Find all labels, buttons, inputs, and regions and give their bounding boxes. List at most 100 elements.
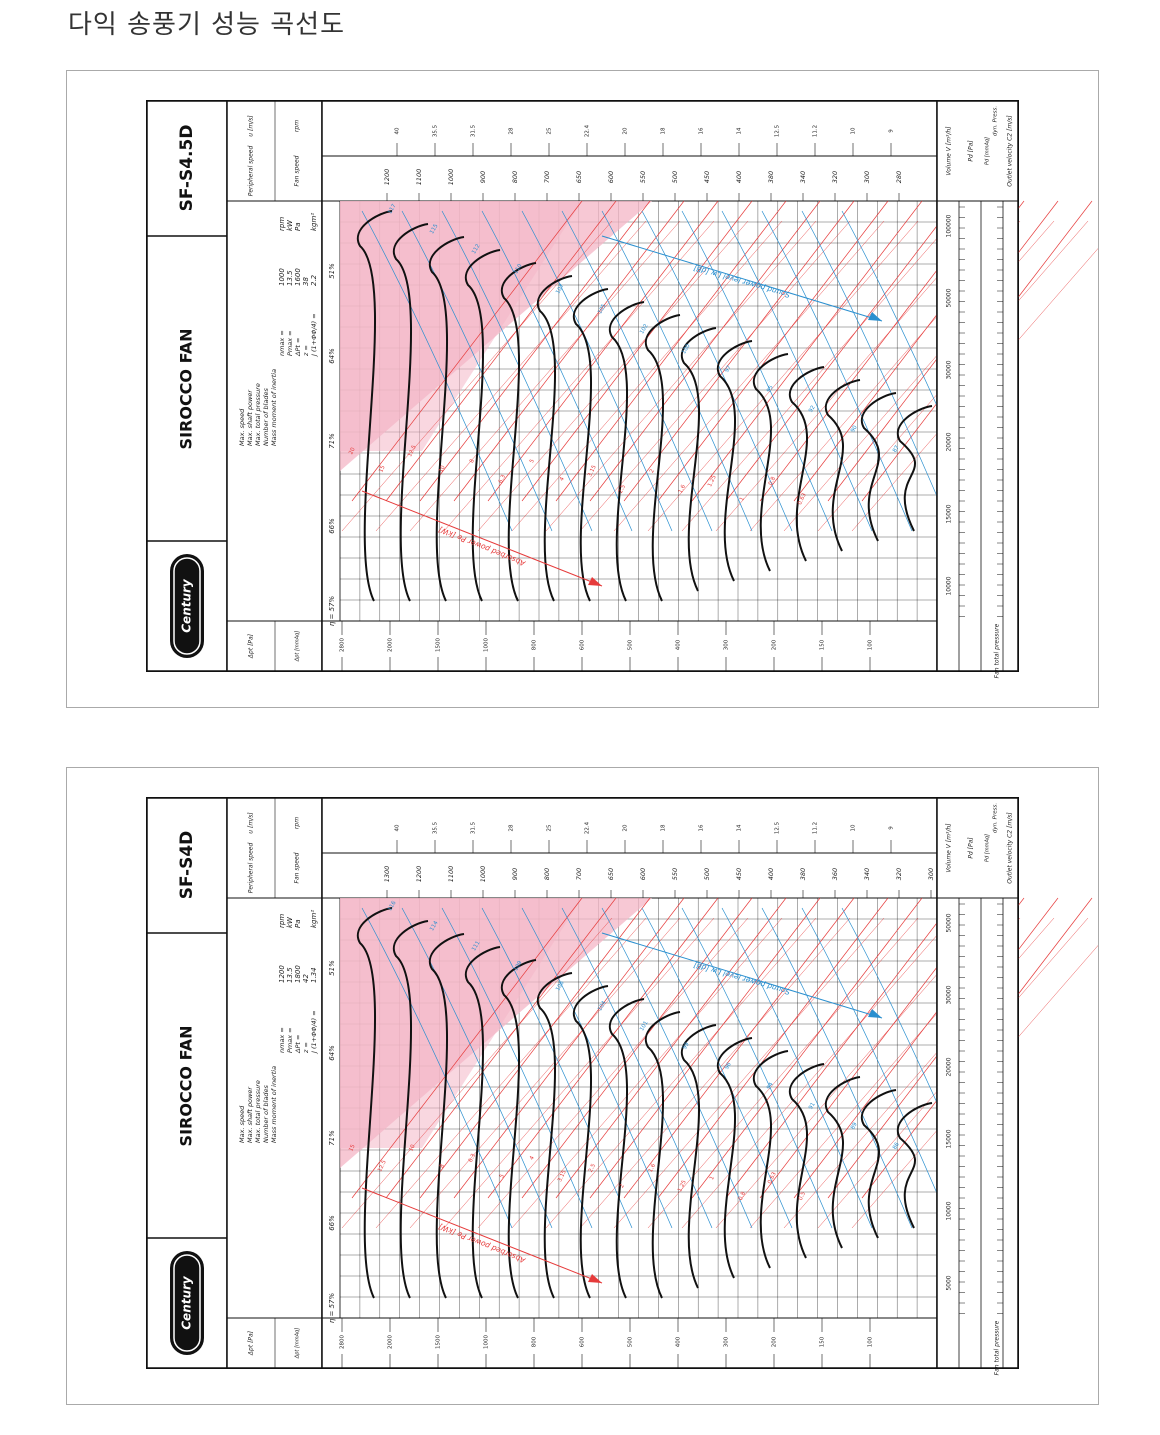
u-value: 28 [509,824,515,831]
spec-symbol-0: nmax = [278,1027,286,1053]
speed-curve [860,1089,897,1239]
volume-value: 30000 [946,985,953,1004]
sound-line [441,907,593,1229]
speed-curve [824,1076,861,1249]
power-line [351,897,583,1199]
power-line [409,917,681,1229]
pressure-value: 400 [676,1336,682,1347]
pressure-value: 300 [724,1336,730,1347]
pressure-value: 1000 [484,638,490,652]
power-value: 0.8 [768,476,777,487]
dyn-label: dyn. Press. [993,803,999,833]
u-value: 28 [509,127,515,134]
volume-label: Volume V [m³/h] [946,823,953,873]
u-unit-label: u [m/s] [248,115,255,137]
power-value: 6.3 [468,1153,477,1164]
pressure-value: 150 [820,1336,826,1347]
brand-logo-text: Century [180,578,194,633]
power-value: 0.63 [767,1171,778,1185]
pressure-value: 600 [580,1336,586,1347]
speed-curve [428,236,465,602]
pressure-value: 100 [868,1336,874,1347]
speed-curve [500,959,537,1299]
rpm-value: 280 [895,171,903,183]
spec-value-2: 1600 [294,268,302,286]
right-col [936,797,1019,1369]
sound-line [641,210,793,532]
spec-symbol-4: J (1+ΦΦ/4) = [310,313,318,358]
sound-value: 111 [471,940,481,952]
power-line [511,220,783,532]
spec-symbol-1: Pmax = [286,330,294,356]
u-value: 10 [851,127,857,134]
right-col [936,100,1019,672]
rpm-value: 600 [639,868,647,880]
sound-value: 94 [766,1081,775,1090]
rpm-label: rpm [294,120,301,132]
volume-value: 50000 [946,913,953,932]
rpm-value: 1100 [415,169,423,186]
pressure-value: 500 [628,1336,634,1347]
power-arrow-head [588,577,602,586]
speed-curves [356,210,933,602]
power-line [613,917,885,1229]
rpm-value: 550 [639,171,647,183]
brand-logo-bg [170,1251,204,1355]
power-value: 3.15 [587,464,598,478]
spec-label-2: Max. total pressure [254,383,262,446]
pressure-value: 1500 [436,638,442,652]
sound-value: 107 [555,283,566,296]
sound-arrow-head [868,312,882,321]
power-lines [341,200,1123,532]
sheet: SF-S4.5D SIROCCO FAN Century u [m/s] Periphe… [146,100,1123,678]
rpm-value: 380 [799,868,807,880]
sound-line [561,907,713,1229]
power-line [419,200,651,502]
power-value: 8 [439,1163,446,1169]
power-line [691,200,923,502]
rpm-value: 500 [703,868,711,880]
u-value: 12.5 [775,124,781,137]
u-value: 22.4 [585,821,591,834]
spec-unit-2: Pa [294,919,302,928]
speed-curve [824,379,861,552]
brand-logo: Century [170,1251,204,1355]
power-line [419,897,651,1199]
sound-value: 114 [429,920,440,933]
sound-line [441,210,593,532]
u-value: 20 [623,127,629,134]
sound-line [561,210,713,532]
spec-symbol-1: Pmax = [286,1027,294,1053]
efficiency-label: 64% [328,348,336,364]
power-line [341,917,613,1229]
rpm-value: 500 [671,171,679,183]
u-value: 9 [889,129,895,133]
power-value: 2.5 [588,1163,597,1174]
page-title: 다익 송풍기 성능 곡선도 [68,10,345,40]
speed-curve [464,249,501,602]
power-line [555,200,787,502]
speed-curve [356,907,393,1299]
spec-unit-1: kW [286,219,294,231]
volume-value: 10000 [946,1201,953,1220]
sound-value: 97 [724,364,733,373]
rpm-value: 1100 [447,866,455,883]
dp-mmaq-label: Δpt [mmAq] [295,631,301,662]
sound-line [361,210,513,532]
u-value: 35.5 [433,821,439,834]
rpm-value: 800 [543,868,551,880]
u-value: 25 [547,824,553,831]
power-value: 0.5 [798,1191,807,1202]
speed-curve [896,405,933,532]
sound-lines [361,907,993,1229]
u-value: 16 [699,127,705,134]
power-line [409,220,681,532]
sound-value: 112 [471,243,481,255]
rpm-value: 1200 [383,169,391,186]
power-line [545,220,817,532]
sound-arrow [601,932,883,1019]
sheet: SF-S4D SIROCCO FAN Century u [m/s] Periphera… [146,797,1123,1375]
sound-line [481,907,633,1229]
power-value: 1.25 [677,1179,688,1193]
power-line [725,897,957,1199]
